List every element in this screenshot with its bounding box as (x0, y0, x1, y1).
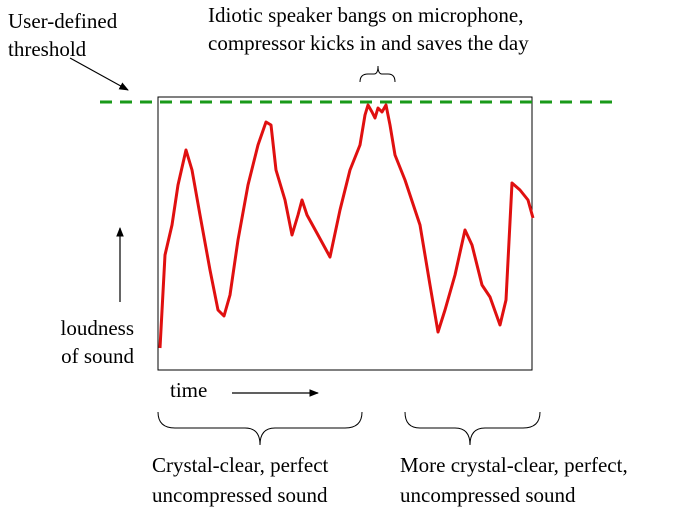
x-label: time (170, 378, 207, 402)
threshold-label: User-defined (8, 9, 118, 33)
y-label: loudness (61, 316, 135, 340)
peak-brace (359, 65, 396, 83)
peak-annotation: Idiotic speaker bangs on microphone, (208, 3, 524, 27)
loudness-curve (158, 103, 535, 349)
segment-brace (157, 411, 363, 446)
segment-brace (404, 411, 541, 446)
segment-label: uncompressed sound (400, 483, 576, 507)
segment-label: uncompressed sound (152, 483, 328, 507)
threshold-arrow (69, 57, 129, 91)
segment-label: More crystal-clear, perfect, (400, 453, 628, 477)
plot-frame (157, 96, 533, 371)
peak-annotation: compressor kicks in and saves the day (208, 31, 529, 55)
threshold-label: threshold (8, 37, 87, 61)
y-label: of sound (61, 344, 134, 368)
segment-label: Crystal-clear, perfect (152, 453, 329, 477)
